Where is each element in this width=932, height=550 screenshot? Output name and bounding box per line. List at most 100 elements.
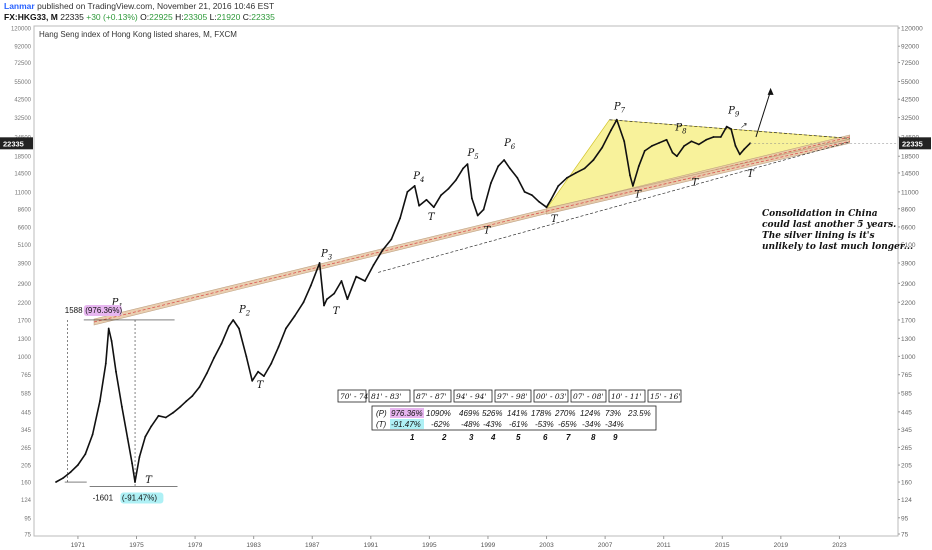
price-point — [399, 217, 401, 220]
y-tick-label-right: 3900 — [901, 261, 916, 268]
price-point — [69, 471, 72, 473]
period-number: 8 — [591, 433, 596, 442]
y-tick-label-left: 160 — [21, 481, 32, 487]
t-value: -48% — [461, 420, 480, 429]
period-box — [647, 389, 682, 403]
y-tick-label-left: 18500 — [14, 155, 31, 161]
price-point — [126, 438, 129, 440]
price-point — [390, 238, 393, 241]
y-tick-label-right: 445 — [901, 409, 912, 416]
price-point — [205, 372, 208, 375]
p-value: 73% — [605, 409, 621, 418]
price-point — [476, 214, 479, 217]
symbol-label[interactable]: FX:HKG33, M — [4, 12, 58, 22]
price-point — [340, 280, 343, 282]
peak-label: P2 — [238, 304, 251, 317]
period-number: 1 — [410, 433, 415, 442]
high-label: H: — [175, 12, 184, 22]
comment-line: The silver lining is it's — [762, 231, 875, 241]
period-number: 6 — [543, 433, 548, 442]
low-label: L: — [209, 12, 217, 22]
period-label: 87' - 87' — [416, 392, 447, 401]
price-point — [730, 128, 732, 130]
x-tick-label: 1971 — [71, 542, 86, 549]
price-point — [309, 284, 312, 287]
t-value: -91.47% — [391, 420, 421, 429]
peak-label-index: 3 — [328, 253, 333, 261]
y-tick-label-left: 265 — [21, 446, 32, 452]
y-tick-label-right: 92000 — [901, 44, 919, 51]
price-point — [302, 301, 305, 304]
peak-label: P9 — [727, 105, 740, 118]
p-row-label: (P) — [376, 409, 387, 418]
t-first-highlight — [390, 419, 424, 429]
x-tick-label: 1999 — [481, 542, 496, 549]
lower-trend-band — [546, 138, 850, 215]
price-point — [191, 395, 194, 397]
y-tick-label-left: 5100 — [18, 243, 32, 249]
x-tick-label: 1983 — [246, 542, 261, 549]
trough-label: T — [484, 225, 492, 236]
trough-label: T — [747, 169, 755, 180]
x-tick-label: 2011 — [657, 542, 671, 549]
peak-label-index: 4 — [419, 176, 424, 184]
price-point — [471, 197, 473, 200]
publish-info: Lanmar published on TradingView.com, Nov… — [4, 1, 274, 11]
period-label: 07' - 08' — [573, 392, 604, 401]
t-value: -61% — [509, 420, 528, 429]
change-value: +30 (+0.13%) — [86, 12, 138, 22]
x-tick-label: 2007 — [598, 542, 613, 549]
published-text: published on TradingView.com, November 2… — [37, 1, 275, 11]
y-tick-label-left: 14500 — [14, 171, 31, 177]
price-point — [432, 206, 435, 209]
price-point — [270, 362, 273, 365]
price-point — [690, 140, 693, 143]
price-point — [557, 185, 560, 187]
period-number: 3 — [469, 433, 474, 442]
y-tick-label-right: 42500 — [901, 97, 919, 104]
price-point — [516, 176, 519, 179]
peak-label-index: 7 — [621, 107, 626, 115]
price-point — [651, 145, 653, 147]
price-point — [738, 153, 741, 156]
price-point — [293, 315, 296, 317]
p-first-highlight — [390, 408, 424, 418]
author-link[interactable]: Lanmar — [4, 1, 35, 11]
price-point — [107, 327, 110, 330]
price-point — [418, 204, 420, 207]
y-tick-label-right: 765 — [901, 372, 912, 379]
upper-trend-band — [93, 134, 850, 326]
price-point — [629, 174, 631, 177]
t-value: -53% — [535, 420, 554, 429]
t-value: -43% — [483, 420, 502, 429]
price-point — [285, 327, 287, 330]
y-tick-label-left: 55000 — [14, 80, 31, 86]
price-point — [743, 148, 746, 151]
price-point — [454, 179, 457, 182]
period-number: 7 — [566, 433, 571, 442]
price-point — [333, 292, 336, 295]
y-tick-label-right: 265 — [901, 445, 912, 452]
y-tick-label-right: 124 — [901, 497, 912, 504]
price-point — [671, 151, 674, 154]
y-tick-label-left: 11000 — [15, 190, 32, 196]
peak-label-index: 9 — [735, 110, 740, 118]
y-tick-label-right: 120000 — [901, 26, 923, 33]
price-point — [381, 249, 384, 252]
peak-label: P6 — [503, 138, 516, 151]
period-label: 81' - 83' — [371, 392, 402, 401]
y-tick-label-left: 72500 — [14, 61, 31, 67]
period-box — [413, 389, 452, 403]
t-value: -62% — [431, 420, 450, 429]
price-point — [440, 194, 442, 197]
open-label: O: — [140, 12, 150, 22]
upper-trend-band-midline — [93, 136, 850, 323]
price-point — [676, 155, 678, 158]
price-point — [623, 140, 626, 143]
price-point — [227, 325, 230, 328]
price-point — [531, 194, 533, 197]
y-tick-label-left: 345 — [21, 428, 32, 434]
price-point — [523, 191, 526, 193]
p-value: 124% — [580, 409, 600, 418]
